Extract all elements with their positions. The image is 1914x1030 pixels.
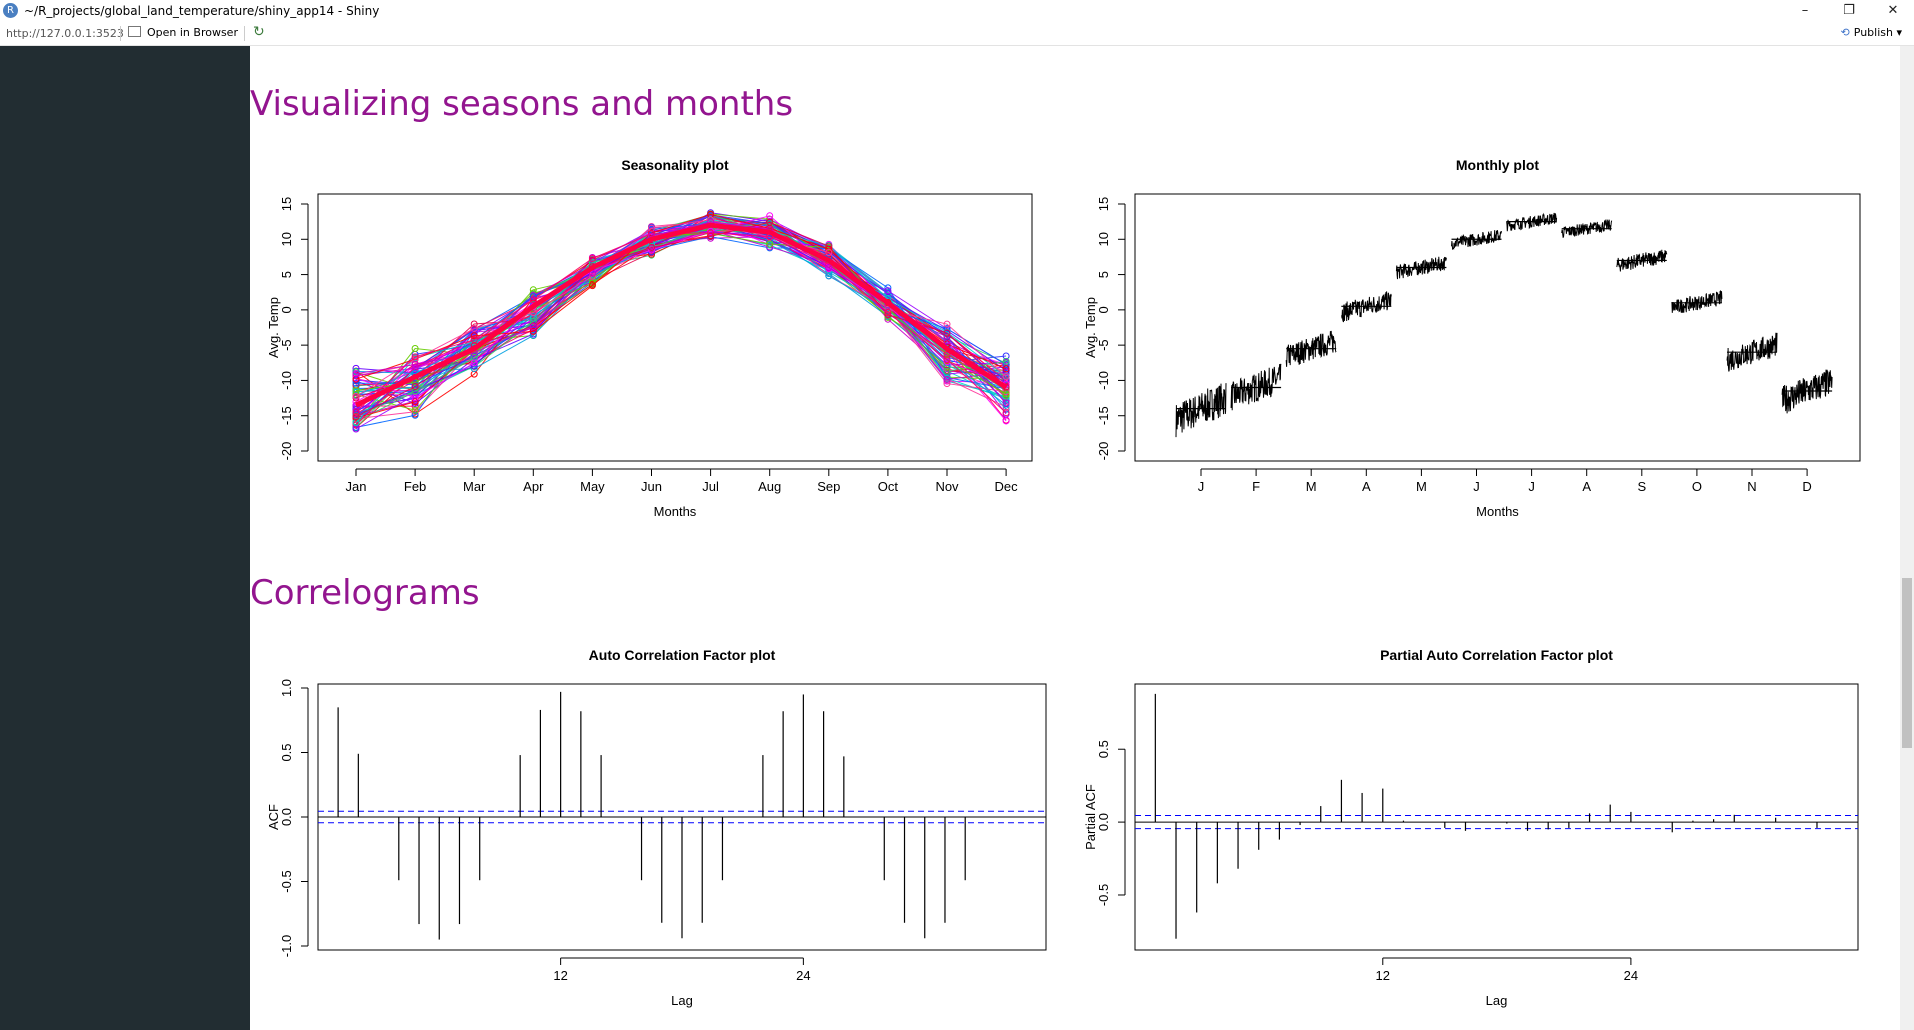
publish-label: Publish [1853, 26, 1893, 39]
dashboard-body [250, 46, 1900, 1030]
toolbar-divider [244, 26, 245, 41]
section-title-seasons: Visualizing seasons and months [250, 84, 794, 124]
browser-window-icon [128, 26, 141, 37]
page-scrollbar[interactable] [1900, 46, 1914, 1030]
rstudio-app-icon: R [3, 3, 18, 18]
section-title-correlograms: Correlograms [250, 573, 480, 613]
toolbar-divider [120, 26, 121, 41]
window-titlebar: R ~/R_projects/global_land_temperature/s… [0, 0, 1914, 22]
viewer-toolbar: http://127.0.0.1:3523 Open in Browser ↻ … [0, 22, 1914, 46]
publish-icon: ⟲ [1840, 26, 1850, 39]
scrollbar-thumb[interactable] [1902, 578, 1912, 748]
publish-button[interactable]: ⟲ Publish ▾ [1840, 26, 1902, 39]
open-in-browser-button[interactable]: Open in Browser [128, 26, 238, 39]
url-display: http://127.0.0.1:3523 [6, 27, 124, 40]
refresh-icon[interactable]: ↻ [253, 24, 265, 40]
dashboard-sidebar [0, 46, 250, 1030]
window-title: ~/R_projects/global_land_temperature/shi… [24, 4, 380, 18]
restore-icon[interactable]: ❐ [1843, 3, 1855, 18]
close-icon[interactable]: ✕ [1887, 3, 1899, 18]
open-in-browser-label: Open in Browser [147, 26, 238, 39]
minimize-icon[interactable]: – [1801, 3, 1809, 18]
